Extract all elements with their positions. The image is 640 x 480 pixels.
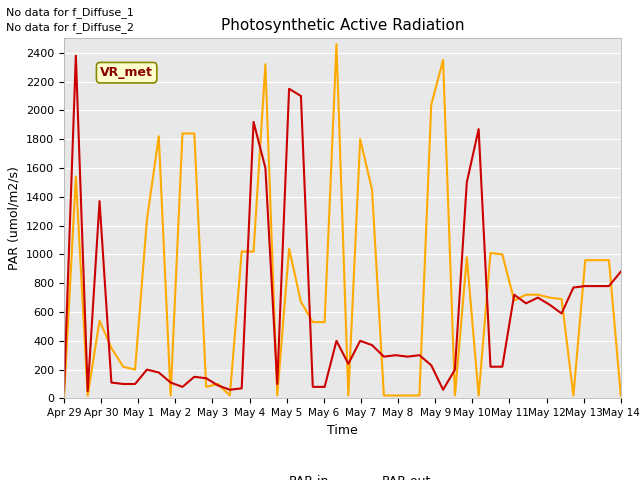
Y-axis label: PAR (umol/m2/s): PAR (umol/m2/s) [8,167,20,270]
Text: VR_met: VR_met [100,66,153,79]
Text: No data for f_Diffuse_2: No data for f_Diffuse_2 [6,22,134,33]
Legend: PAR in, PAR out: PAR in, PAR out [249,470,436,480]
Title: Photosynthetic Active Radiation: Photosynthetic Active Radiation [221,18,464,33]
Text: No data for f_Diffuse_1: No data for f_Diffuse_1 [6,7,134,18]
X-axis label: Time: Time [327,424,358,437]
